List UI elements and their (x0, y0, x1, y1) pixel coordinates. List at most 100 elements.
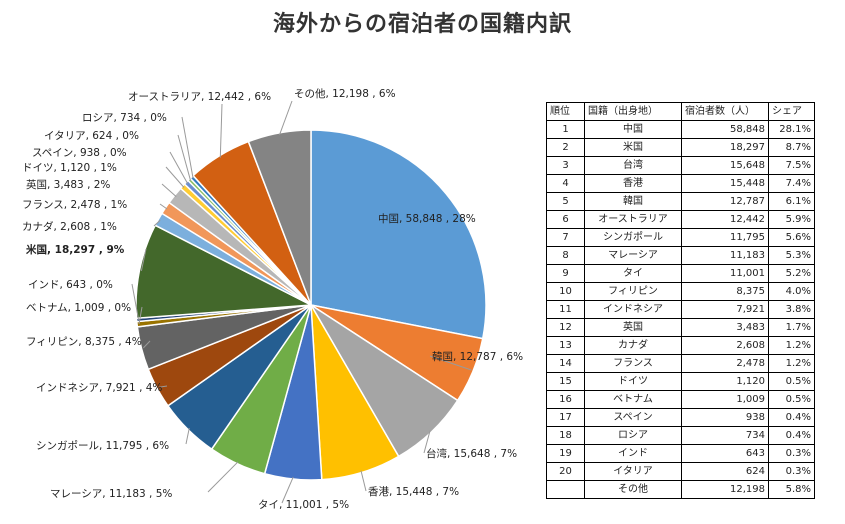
table-cell-share: 28.1% (768, 120, 815, 139)
slice-label: カナダ, 2,608 , 1% (22, 220, 117, 233)
table-cell-guests: 15,448 (681, 174, 769, 193)
table-cell-share: 0.5% (768, 372, 815, 391)
leader-line (140, 248, 147, 272)
table-cell-rank: 3 (546, 156, 585, 175)
table-cell-share: 7.4% (768, 174, 815, 193)
table-cell-rank: 6 (546, 210, 585, 229)
leader-line (360, 470, 367, 492)
table-cell-share: 0.3% (768, 444, 815, 463)
table-cell-share: 0.3% (768, 462, 815, 481)
table-cell-guests: 15,648 (681, 156, 769, 175)
slice-label: その他, 12,198 , 6% (294, 87, 396, 100)
slice-label: シンガポール, 11,795 , 6% (36, 440, 169, 452)
table-cell-nationality: 台湾 (584, 156, 682, 175)
table-cell-rank: 18 (546, 426, 585, 445)
chart-title: 海外からの宿泊者の国籍内訳 (272, 12, 572, 37)
table-cell-nationality: ロシア (584, 426, 682, 445)
table-cell-rank: 5 (546, 192, 585, 211)
table-row: 20 イタリア 624 0.3% (546, 462, 815, 481)
leader-line (161, 183, 177, 197)
table-body: 1 中国 58,848 28.1% 2 米国 18,297 8.7% 3 台湾 15,648 7.5%… (546, 120, 815, 499)
table-cell-rank: 2 (546, 138, 585, 157)
leader-line (138, 306, 143, 325)
slice-label: イタリア, 624 , 0% (44, 130, 139, 142)
table-cell-share: 6.1% (768, 192, 815, 211)
table-row: 1 中国 58,848 28.1% (546, 120, 815, 139)
slice-label: 中国, 58,848 , 28% (378, 212, 476, 225)
table-cell-guests: 3,483 (681, 318, 769, 337)
table-cell-guests: 2,608 (681, 336, 769, 355)
leader-line (429, 355, 472, 371)
leader-line (169, 151, 189, 184)
table-cell-share: 5.6% (768, 228, 815, 247)
leader-line (153, 219, 161, 227)
slice-label: スペイン, 938 , 0% (32, 147, 127, 159)
header-share: シェア (768, 102, 815, 121)
table-cell-share: 1.2% (768, 336, 815, 355)
table-cell-nationality: カナダ (584, 336, 682, 355)
table-row: 9 タイ 11,001 5.2% (546, 264, 815, 283)
leader-line (177, 134, 192, 181)
table-row: 3 台湾 15,648 7.5% (546, 156, 815, 175)
leader-line (165, 166, 185, 188)
table-cell-rank: 10 (546, 282, 585, 301)
table-row: 14 フランス 2,478 1.2% (546, 354, 815, 373)
table-row: 6 オーストラリア 12,442 5.9% (546, 210, 815, 229)
table-cell-share: 5.3% (768, 246, 815, 265)
leader-line (207, 461, 239, 493)
table-cell-guests: 12,442 (681, 210, 769, 229)
table-cell-share: 5.9% (768, 210, 815, 229)
header-nationality: 国籍（出身地） (584, 102, 682, 121)
table-cell-nationality: ベトナム (584, 390, 682, 409)
table-cell-guests: 58,848 (681, 120, 769, 139)
table-cell-rank: 4 (546, 174, 585, 193)
table-cell-share: 1.2% (768, 354, 815, 373)
slice-label: ロシア, 734 , 0% (82, 112, 167, 124)
table-row: 7 シンガポール 11,795 5.6% (546, 228, 815, 247)
table-cell-nationality: マレーシア (584, 246, 682, 265)
table-cell-nationality: インドネシア (584, 300, 682, 319)
table-cell-guests: 734 (681, 426, 769, 445)
pie-slice (135, 224, 314, 320)
table-cell-rank: 8 (546, 246, 585, 265)
table-cell-share: 5.2% (768, 264, 815, 283)
table-row: 10 フィリピン 8,375 4.0% (546, 282, 815, 301)
table-cell-guests: 2,478 (681, 354, 769, 373)
leader-line (185, 427, 190, 445)
table-cell-rank: 7 (546, 228, 585, 247)
table-cell-nationality: タイ (584, 264, 682, 283)
table-row: 17 スペイン 938 0.4% (546, 408, 815, 427)
table-cell-guests: 11,795 (681, 228, 769, 247)
table-cell-rank: 1 (546, 120, 585, 139)
leader-line (159, 203, 168, 210)
table-row: その他 12,198 5.8% (546, 480, 815, 499)
slice-label: オーストラリア, 12,442 , 6% (128, 91, 271, 103)
table-cell-guests: 643 (681, 444, 769, 463)
table-cell-share: 3.8% (768, 300, 815, 319)
table-row: 13 カナダ 2,608 1.2% (546, 336, 815, 355)
slice-label: タイ, 11,001 , 5% (258, 499, 349, 511)
table-row: 4 香港 15,448 7.4% (546, 174, 815, 193)
table-cell-share: 0.5% (768, 390, 815, 409)
table-cell-nationality: イタリア (584, 462, 682, 481)
table-cell-rank: 13 (546, 336, 585, 355)
table-cell-nationality: シンガポール (584, 228, 682, 247)
table-cell-rank (546, 480, 585, 499)
share-table: 順位 国籍（出身地） 宿泊者数（人） シェア 1 中国 58,848 28.1% 2 米国… (546, 102, 815, 499)
table-row: 16 ベトナム 1,009 0.5% (546, 390, 815, 409)
table-cell-guests: 11,001 (681, 264, 769, 283)
slice-label: フィリピン, 8,375 , 4% (26, 336, 142, 348)
table-cell-guests: 11,183 (681, 246, 769, 265)
pie-chart: 中国, 58,848 , 28% 韓国, 12,787 , 6% 台湾, 15,64… (22, 87, 523, 511)
table-cell-nationality: その他 (584, 480, 682, 499)
slice-label: マレーシア, 11,183 , 5% (50, 488, 172, 500)
table-cell-share: 4.0% (768, 282, 815, 301)
table-cell-nationality: ドイツ (584, 372, 682, 391)
table-cell-rank: 19 (546, 444, 585, 463)
table-row: 18 ロシア 734 0.4% (546, 426, 815, 445)
table-row: 5 韓国 12,787 6.1% (546, 192, 815, 211)
slice-label: 香港, 15,448 , 7% (368, 486, 459, 498)
slice-label: ドイツ, 1,120 , 1% (22, 162, 117, 174)
table-cell-rank: 14 (546, 354, 585, 373)
table-cell-rank: 17 (546, 408, 585, 427)
